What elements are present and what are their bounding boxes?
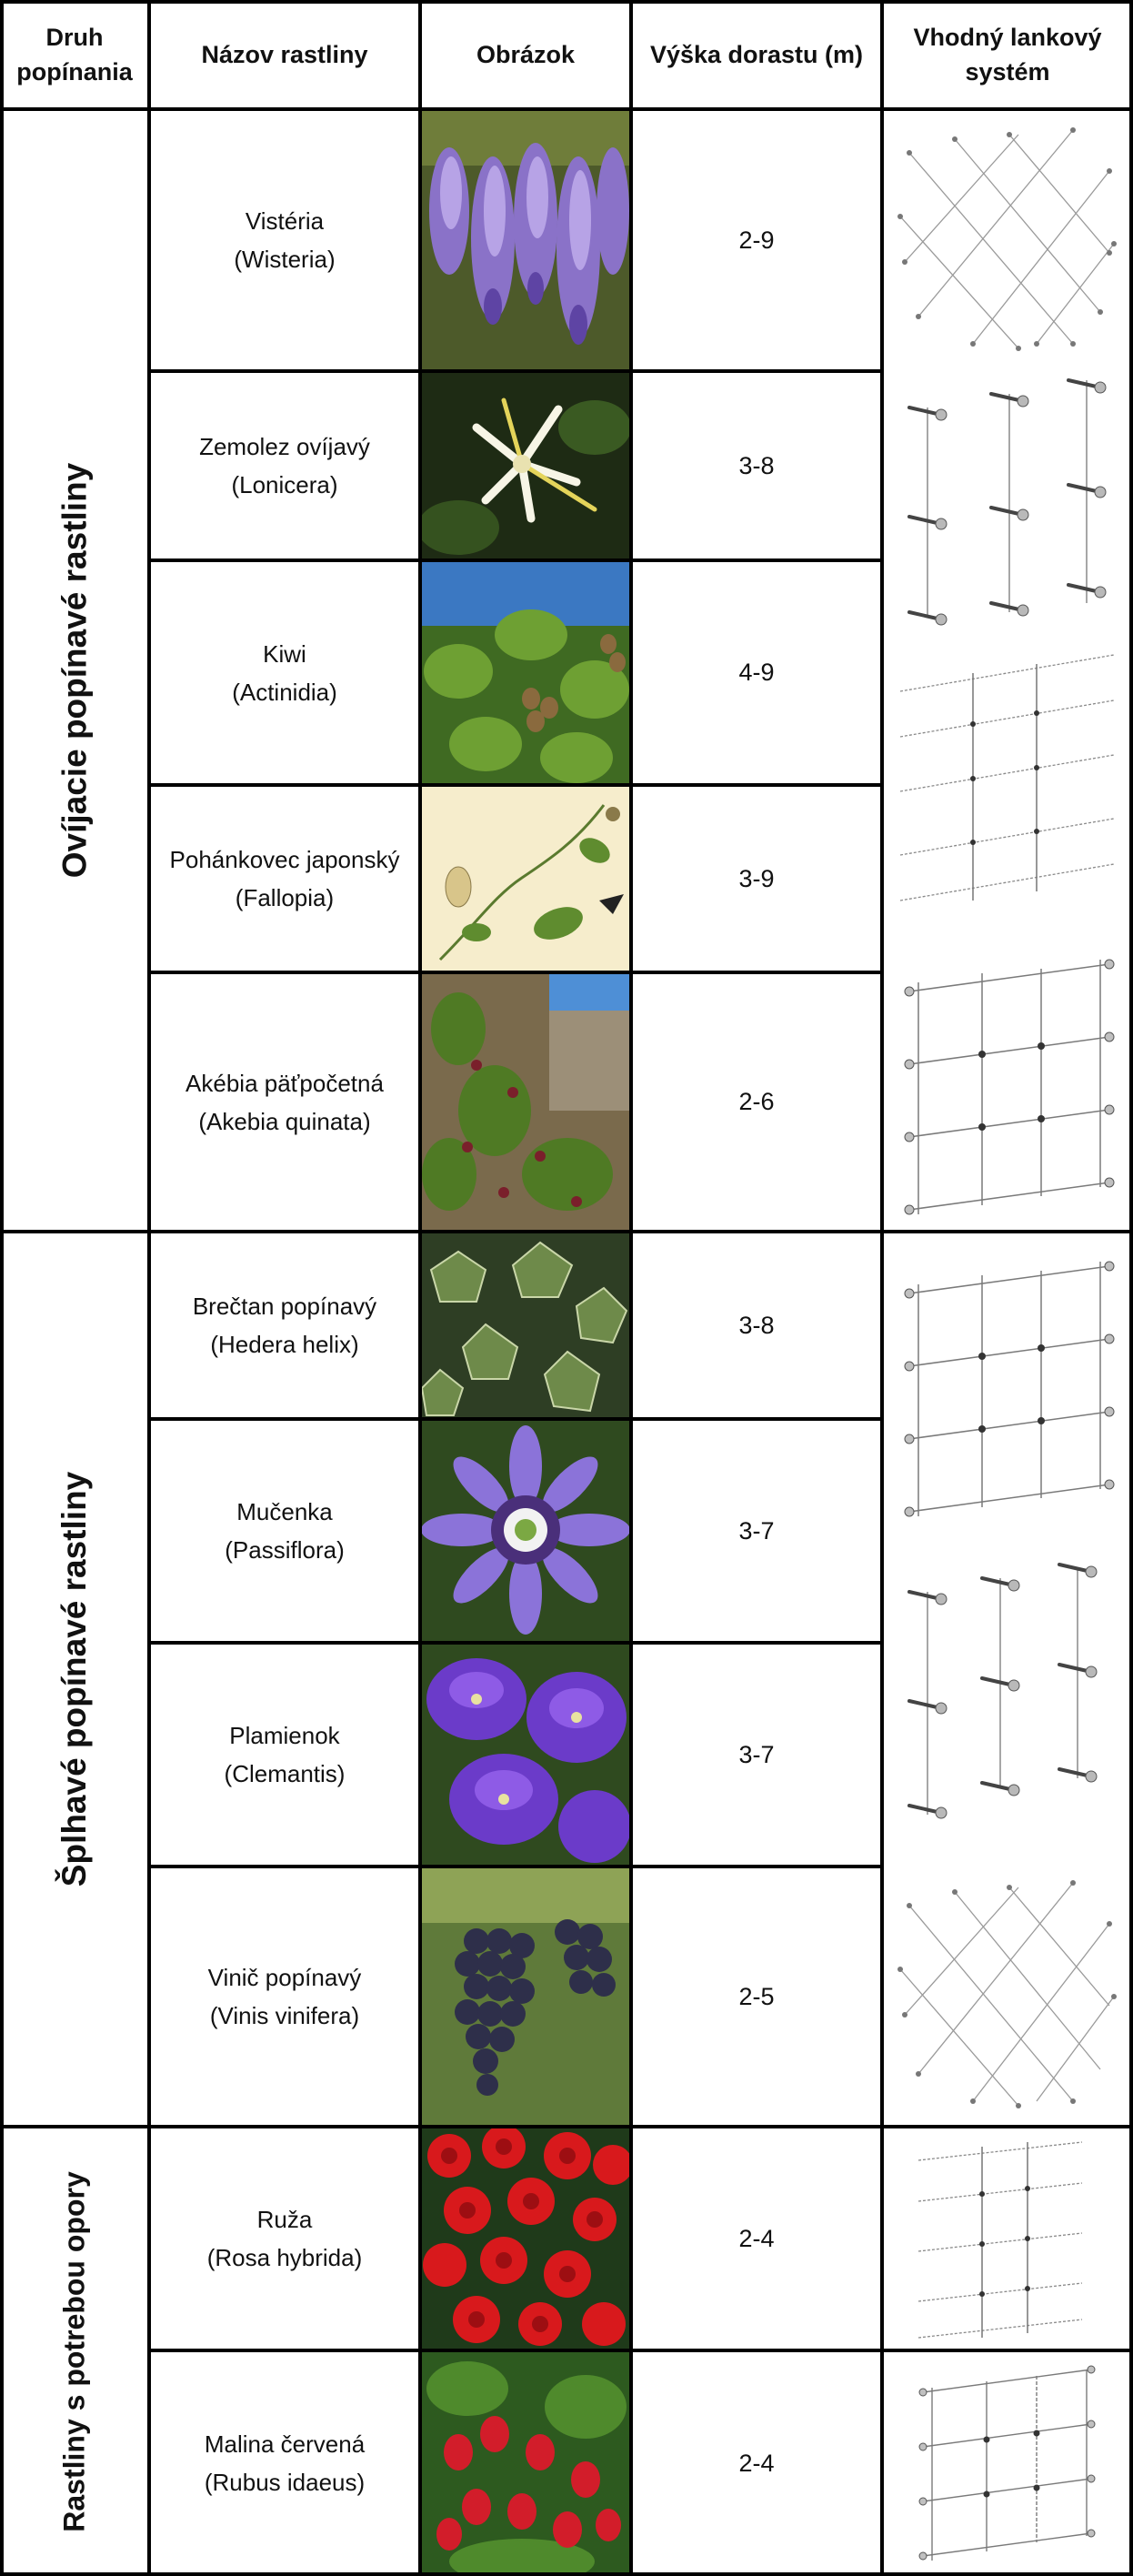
plant-name-cell: Brečtan popínavý (Hedera helix) [192, 1293, 377, 1358]
wisteria-photo [422, 111, 629, 369]
header-type: Druh popínania [16, 24, 133, 86]
vertical-rod-cable-system-icon [891, 371, 1124, 630]
horizontal-cable-trellis-icon [909, 2133, 1091, 2342]
plant-height: 2-6 [738, 1088, 775, 1115]
header-name: Názov rastliny [201, 41, 368, 68]
table-border [0, 0, 1133, 4]
plant-name-cell: Mučenka (Passiflora) [225, 1498, 345, 1564]
table-border [149, 369, 882, 373]
table-border [149, 971, 882, 974]
header-image: Obrázok [476, 41, 576, 68]
roses-photo [422, 2128, 629, 2349]
table-border [1129, 0, 1133, 2576]
kiwi-vine-photo [422, 562, 629, 783]
horizontal-cable-trellis-icon [891, 637, 1124, 910]
plant-height: 2-4 [738, 2224, 775, 2252]
table-border [147, 0, 151, 2576]
plant-height: 3-8 [738, 1311, 775, 1339]
plant-height: 3-7 [738, 1740, 775, 1768]
ivy-photo [422, 1233, 629, 1417]
raspberry-photo [422, 2352, 629, 2574]
plant-name-cell: Vinič popínavý (Vinis vinifera) [207, 1964, 362, 2029]
plant-height: 4-9 [738, 659, 775, 686]
plant-height: 3-8 [738, 451, 775, 479]
group-label: Šplhavé popínavé rastliny [55, 1471, 94, 1887]
diagonal-mesh-cable-system-icon [891, 1869, 1124, 2119]
plant-name-cell: Plamienok (Clemantis) [224, 1722, 346, 1787]
grid-cable-system-icon [891, 1248, 1124, 1525]
group-label: Rastliny s potrebou opory [57, 2170, 91, 2532]
plant-height: 2-9 [738, 226, 775, 254]
header-height: Výška dorastu (m) [649, 41, 864, 68]
table-border [149, 1865, 882, 1868]
group-label: Ovíjacie popínavé rastliny [55, 462, 93, 879]
plant-height: 3-9 [738, 864, 775, 892]
plant-name-cell: Malina červená (Rubus idaeus) [204, 2430, 366, 2496]
plant-height: 2-4 [738, 2449, 775, 2477]
table-border [629, 0, 633, 2576]
grid-cable-system-icon [891, 946, 1124, 1223]
table-border [149, 1641, 882, 1645]
plant-height: 3-7 [738, 1516, 775, 1545]
table-border [149, 2349, 1133, 2352]
plant-name-cell: Zemolez ovíjavý (Lonicera) [199, 433, 370, 498]
table-border [0, 2125, 1133, 2128]
plant-height: 2-5 [738, 1982, 775, 2010]
table-border [418, 0, 422, 2576]
diagonal-mesh-cable-system-icon [891, 116, 1124, 362]
table-border [0, 1230, 1133, 1233]
plant-name-cell: Kiwi (Actinidia) [232, 639, 337, 706]
passionflower-photo [422, 1421, 629, 1641]
table-border [149, 1417, 882, 1421]
table-border [0, 107, 1133, 111]
header-system: Vhodný lankový systém [913, 24, 1102, 86]
table-border [0, 0, 4, 2576]
grapes-photo [422, 1868, 629, 2125]
vertical-rod-cable-system-icon [891, 1551, 1124, 1828]
fallopia-illustration [422, 787, 629, 971]
plant-name-cell: Ruža (Rosa hybrida) [206, 2206, 363, 2271]
plant-name-cell: Vistéria (Wisteria) [234, 207, 336, 273]
table-border [149, 558, 882, 562]
honeysuckle-photo [422, 373, 629, 558]
table-border [0, 2572, 1133, 2576]
akebia-photo [422, 974, 629, 1230]
plant-name-cell: Akébia päťpočetná (Akebia quinata) [185, 1069, 384, 1135]
table-border [149, 783, 882, 787]
grid-cable-system-icon [909, 2356, 1100, 2570]
table-border [880, 0, 884, 2576]
plant-name-cell: Pohánkovec japonský (Fallopia) [169, 846, 400, 911]
clematis-photo [422, 1645, 629, 1865]
